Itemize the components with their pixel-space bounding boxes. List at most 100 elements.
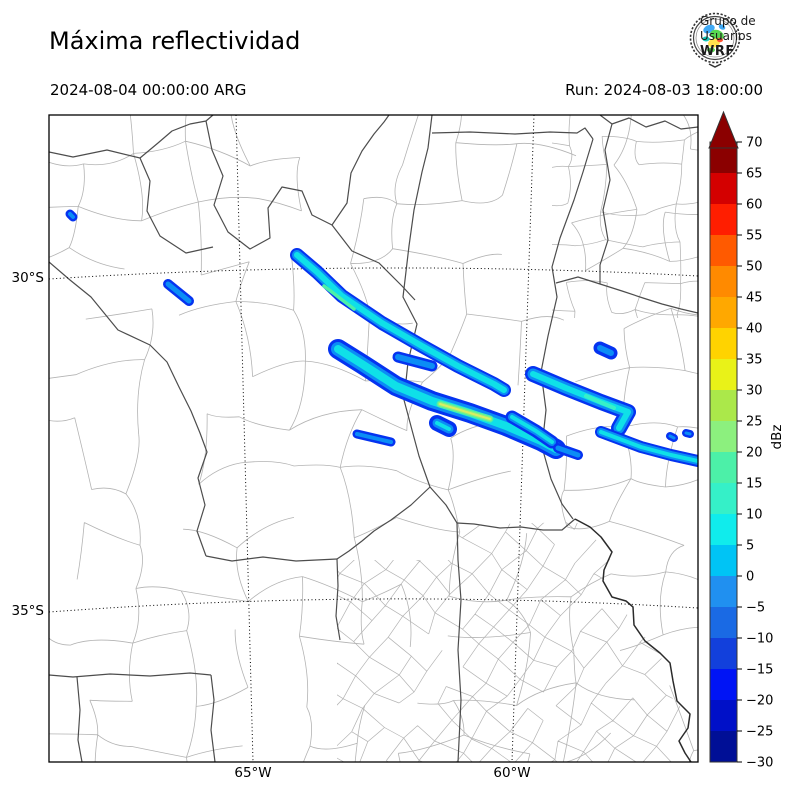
echo-band-d-core [584,394,616,410]
map-layers [49,115,698,762]
echo-band-a-core [322,284,356,311]
colorbar-tick-label: 10 [746,508,763,523]
echo-band-d-tail [599,430,698,463]
xtick-label: 60°W [493,765,531,781]
colorbar-segment [710,731,737,763]
colorbar-tick-label: 35 [746,353,763,368]
colorbar-tick-label: −20 [746,694,773,709]
echo-band-a-main [294,252,507,393]
province-border [49,672,212,678]
echo-blob-east-small [597,345,614,356]
ytick-label: 30°S [11,270,45,286]
colorbar-tick-label: 70 [746,136,763,151]
colorbar-segment [710,266,737,298]
colorbar-segment [710,669,737,701]
graticule [49,115,698,762]
colorbar-segment [710,514,737,546]
colorbar-segment [710,700,737,732]
province-border [210,674,216,762]
province-border [402,115,433,488]
colorbar-tick-label: 50 [746,260,763,275]
colorbar-segment [710,607,737,639]
colorbar-segment [710,421,737,453]
province-border [49,261,208,557]
province-border [331,224,416,301]
province-border [540,138,594,520]
colorbar-tick-label: 40 [746,322,763,337]
echo-dot-nw [68,212,75,219]
parallel-gridline [49,598,698,613]
reflectivity-echoes [65,209,698,467]
colorbar-tick-label: −5 [746,601,765,616]
logo-reflectivity-blobs [702,24,726,53]
echo-streak-south-small [355,432,393,444]
logo-line3: WRF [700,44,735,59]
logo-ribbon [708,63,722,68]
colorbar-tick-label: −10 [746,632,773,647]
colorbar-tick-label: 0 [746,570,754,585]
colorbar-segment [710,204,737,236]
colorbar-tick-label: −25 [746,725,773,740]
colorbar-tick-label: 15 [746,477,763,492]
province-border [335,558,341,641]
province-border [599,123,613,284]
colorbar-segment [710,173,737,205]
echo-dot-east-2 [684,431,692,436]
colorbar-segment [710,390,737,422]
colorbar-tick-label: 5 [746,539,754,554]
colorbar-tick-label: −30 [746,756,773,771]
province-border [336,486,431,560]
province-border [456,522,462,762]
logo-text: Grupo de Usuarios WRF [700,14,756,59]
province-border [456,518,576,531]
colorbar: 7065605550454035302520151050−5−10−15−20−… [708,110,785,771]
echo-blob-60w-south [555,445,581,458]
valid-time-label: 2024-08-04 00:00:00 ARG [50,81,247,99]
province-border [49,115,214,159]
page-title: Máxima reflectividad [49,27,301,55]
colorbar-segment [710,297,737,329]
colorbar-segment [710,576,737,608]
colorbar-segment [710,483,737,515]
colorbar-tick-label: 65 [746,167,763,182]
colorbar-segment [710,235,737,267]
colorbar-tick-label: 20 [746,446,763,461]
colorbar-tick-label: −15 [746,663,773,678]
colorbar-segment [710,328,737,360]
province-border [429,486,458,524]
department-boundaries [49,115,698,762]
echo-streak-west-small [165,281,192,304]
province-border [431,127,594,140]
colorbar-tick-label: 55 [746,229,763,244]
colorbar-tick-label: 30 [746,384,763,399]
colorbar-segment [710,638,737,670]
run-time-label: Run: 2024-08-03 18:00:00 [565,81,763,99]
colorbar-segment [710,452,737,484]
colorbar-tick-label: 25 [746,415,763,430]
province-border [139,157,214,254]
logo-line2: Usuarios [700,29,752,43]
map-frame [48,114,699,763]
echo-piece-60w [510,415,554,444]
province-border [76,676,83,762]
echo-blob-center [435,421,451,431]
logo-line1: Grupo de [700,14,756,28]
province-border [205,115,390,250]
echo-streak-a2 [395,354,435,369]
coastline [574,518,692,762]
province-border [555,276,698,314]
ytick-label: 35°S [11,603,45,619]
wrf-logo-icon [689,12,741,68]
colorbar-segment [710,359,737,391]
parallel-gridline [49,267,698,280]
colorbar-segment [710,545,737,577]
province-border [205,555,338,562]
xtick-label: 65°W [234,765,272,781]
colorbar-unit-label: dBz [769,425,785,450]
colorbar-overflow-arrow [708,110,739,149]
colorbar-tick-label: 45 [746,291,763,306]
colorbar-tick-label: 60 [746,198,763,213]
echo-band-b-core [439,403,491,420]
echo-dot-east-1 [668,434,676,440]
